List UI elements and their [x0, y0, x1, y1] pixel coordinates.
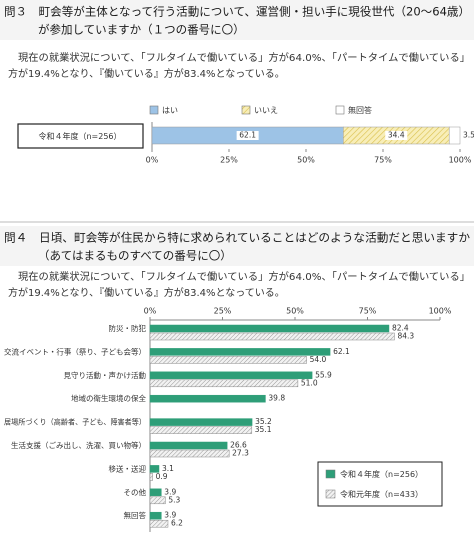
value-label: 62.1: [333, 347, 350, 356]
category-label: 移送・送迎: [109, 463, 147, 473]
legend-swatch: [335, 105, 345, 115]
category-box: [17, 123, 144, 149]
value-label: 35.1: [255, 425, 272, 434]
value-label: 84.3: [397, 332, 414, 341]
bar: [149, 348, 331, 356]
legend-swatch: [325, 489, 336, 499]
value-label: 6.2: [171, 519, 183, 528]
value-label: 35.2: [255, 417, 272, 426]
bar: [149, 418, 253, 426]
section-title: （あてはまるものすべての番号に〇）: [38, 249, 232, 263]
bar: [149, 324, 390, 333]
value-label: 0.9: [156, 472, 168, 481]
section-header-bg: [0, 226, 474, 266]
bar: [149, 356, 307, 364]
bar: [149, 488, 162, 497]
bar-segment: [448, 126, 461, 145]
section-title: が参加していますか（１つの番号に〇）: [38, 23, 245, 37]
category-label: 令和４年度（n=256）: [38, 131, 121, 141]
paragraph: 方が19.4%となり、『働いている』方が83.4%となっている。: [8, 286, 285, 299]
x-tick-label: 25%: [214, 307, 232, 316]
paragraph: 方が19.4%となり、『働いている』方が83.4%となっている。: [8, 67, 285, 80]
category-label: 見守り活動・声かけ活動: [64, 370, 147, 380]
section-title: 問４ 日頃、町会等が住民から特に求められていることはどのような活動だと思いますか: [4, 231, 471, 245]
bar: [149, 426, 253, 434]
bar: [149, 465, 160, 473]
value-label: 3.9: [164, 487, 176, 496]
bar: [149, 449, 230, 458]
legend-swatch: [325, 469, 336, 479]
category-label: 交流イベント・行事（祭り、子ども会等）: [4, 346, 146, 356]
x-tick-label: 75%: [359, 307, 377, 316]
bar: [149, 379, 299, 388]
legend-label: 令和元年度（n=433）: [340, 489, 423, 499]
bar: [149, 496, 166, 505]
category-label: 生活支援（ごみ出し、洗濯、買い物等）: [11, 440, 146, 450]
bar: [149, 332, 395, 341]
paragraph: 現在の就業状況について、「フルタイムで働いている」方が64.0%、「パートタイム…: [18, 270, 470, 283]
value-label: 3.9: [164, 511, 176, 520]
legend-swatch: [149, 105, 159, 115]
section-title: 問３ 町会等が主体となって行う活動について、運営側・担い手に現役世代（20～64…: [4, 5, 470, 19]
category-label: 無回答: [124, 510, 147, 520]
value-label: 51.0: [301, 378, 318, 387]
legend-label: 令和４年度（n=256）: [340, 469, 423, 479]
bar: [149, 511, 162, 520]
bar: [149, 473, 153, 481]
value-label: 5.3: [168, 495, 180, 504]
x-tick-label: 0%: [146, 156, 159, 165]
x-tick-label: 25%: [220, 156, 238, 165]
label-bg: [236, 131, 259, 140]
legend-box: [317, 461, 443, 507]
x-tick-label: 50%: [297, 156, 315, 165]
legend-label: 無回答: [348, 105, 372, 115]
category-label: 居場所づくり（高齢者、子ども、障害者等）: [4, 417, 146, 427]
value-label: 34.4: [388, 131, 405, 140]
x-tick-label: 0%: [144, 307, 157, 316]
value-label: 55.9: [315, 370, 332, 379]
bar: [149, 371, 313, 380]
category-label: 防災・防犯: [109, 323, 147, 333]
legend-swatch: [241, 105, 251, 115]
label-bg: [385, 131, 408, 140]
bar: [149, 519, 169, 528]
bar: [149, 394, 266, 403]
bar: [149, 441, 228, 450]
value-label: 62.1: [239, 131, 256, 140]
legend-label: いいえ: [254, 106, 278, 115]
value-label: 3.5: [463, 131, 474, 140]
x-tick-label: 100%: [449, 156, 472, 165]
category-label: 地域の衛生環境の保全: [71, 393, 146, 403]
value-label: 39.8: [268, 394, 285, 403]
value-label: 3.1: [162, 464, 174, 473]
x-tick-label: 75%: [374, 156, 392, 165]
value-label: 27.3: [232, 449, 249, 458]
section-header-bg: [0, 0, 474, 40]
value-label: 26.6: [230, 441, 247, 450]
value-label: 54.0: [310, 355, 327, 364]
x-tick-label: 50%: [286, 307, 304, 316]
legend-label: はい: [162, 106, 178, 115]
x-tick-label: 100%: [429, 307, 452, 316]
paragraph: 現在の就業状況について、「フルタイムで働いている」方が64.0%、「パートタイム…: [18, 51, 470, 64]
value-label: 82.4: [392, 324, 409, 333]
category-label: その他: [124, 487, 147, 497]
